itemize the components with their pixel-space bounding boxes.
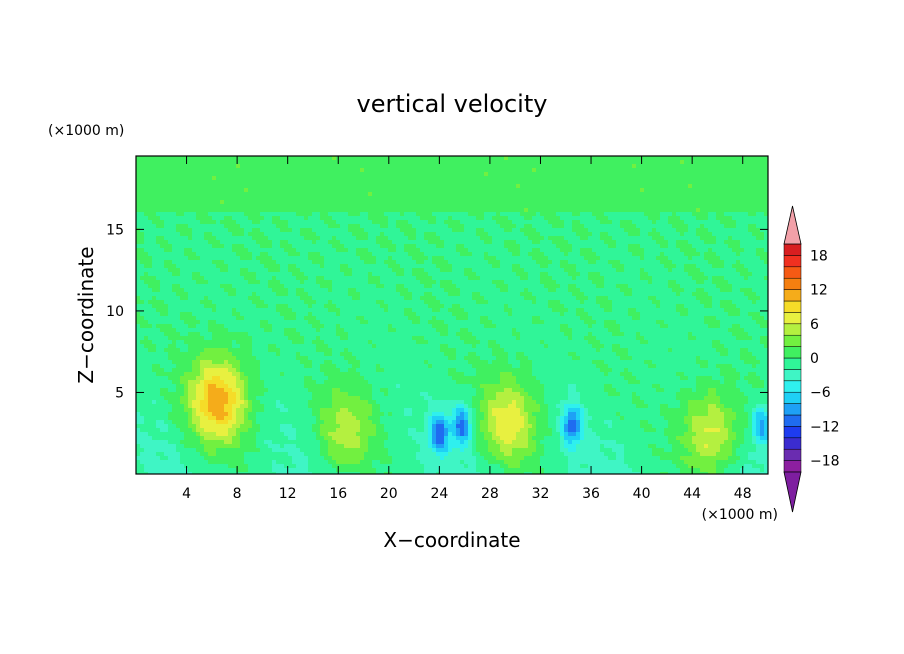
y-unit-label: (×1000 m) <box>48 123 124 139</box>
colorbar-over-triangle <box>783 205 802 245</box>
colorbar-level <box>783 266 802 279</box>
colorbar-level <box>783 312 802 325</box>
colorbar-level <box>783 357 802 370</box>
colorbar-tick-label: −6 <box>810 385 831 401</box>
colorbar-tick-label: 0 <box>810 351 819 367</box>
chart-title: vertical velocity <box>357 90 548 118</box>
colorbar-level <box>783 300 802 313</box>
colorbar-level <box>783 289 802 302</box>
colorbar-level <box>783 255 802 268</box>
colorbar-level <box>783 380 802 393</box>
x-tick-label: 24 <box>430 486 448 502</box>
x-unit-label: (×1000 m) <box>702 507 778 523</box>
colorbar-level <box>783 391 802 404</box>
colorbar-tick-label: −18 <box>810 454 840 470</box>
x-tick-label: 28 <box>481 486 499 502</box>
x-tick-label: 20 <box>380 486 398 502</box>
x-axis-ticks: 4 8 12 16 20 24 28 32 36 40 44 48 <box>182 156 752 502</box>
colorbar-level <box>783 277 802 290</box>
x-tick-label: 8 <box>233 486 242 502</box>
y-tick-label: 5 <box>115 385 124 401</box>
colorbar-level <box>783 460 802 473</box>
colorbar-level <box>783 323 802 336</box>
colorbar-level <box>783 403 802 416</box>
colorbar-level <box>783 437 802 450</box>
x-tick-label: 32 <box>532 486 550 502</box>
y-tick-label: 15 <box>106 222 124 238</box>
y-axis-label: Z−coordinate <box>74 246 98 383</box>
colorbar-level <box>783 414 802 427</box>
x-axis-label: X−coordinate <box>383 528 520 552</box>
x-tick-label: 12 <box>279 486 297 502</box>
x-tick-label: 44 <box>683 486 701 502</box>
x-tick-label: 40 <box>633 486 651 502</box>
x-tick-label: 36 <box>582 486 600 502</box>
colorbar-level <box>783 243 802 256</box>
y-tick-label: 10 <box>106 304 124 320</box>
y-axis-ticks: 5 10 15 <box>106 222 768 401</box>
colorbar-level <box>783 334 802 347</box>
colorbar-tick-label: 12 <box>810 283 828 299</box>
colorbar-tick-label: −12 <box>810 419 840 435</box>
x-tick-label: 48 <box>734 486 752 502</box>
colorbar-level <box>783 426 802 439</box>
colorbar-level <box>783 448 802 461</box>
colorbar: 18 12 6 0 −6 −12 −18 <box>783 205 840 513</box>
x-tick-label: 4 <box>182 486 191 502</box>
colorbar-under-triangle <box>783 471 802 513</box>
colorbar-level <box>783 346 802 359</box>
colorbar-tick-label: 6 <box>810 317 819 333</box>
colorbar-tick-label: 18 <box>810 248 828 264</box>
colorbar-level <box>783 369 802 382</box>
x-tick-label: 16 <box>329 486 347 502</box>
